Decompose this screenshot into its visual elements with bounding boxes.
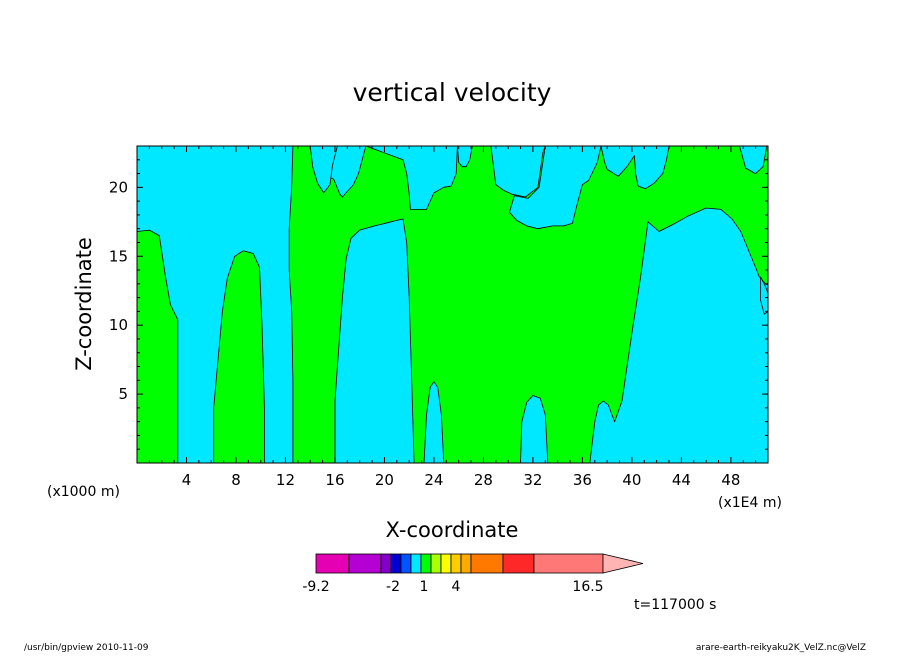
time-label: t=117000 s <box>634 597 716 613</box>
negative-region-4 <box>365 145 458 210</box>
y-axis-ticks: 5 10 15 20 <box>109 145 768 464</box>
y-tick-label: 20 <box>109 178 128 196</box>
plot-area <box>136 145 769 464</box>
colorbar-label: 1 <box>420 579 429 595</box>
x-tick-label: 28 <box>474 471 493 489</box>
x-tick-label: 44 <box>672 471 691 489</box>
y-tick-label: 5 <box>118 385 128 403</box>
colorbar-label: 16.5 <box>572 579 603 595</box>
positive-region-0 <box>136 229 179 464</box>
x-tick-label: 48 <box>721 471 740 489</box>
y-tick-label: 15 <box>109 247 128 265</box>
x-tick-label: 12 <box>276 471 295 489</box>
colorbar-box <box>400 553 412 574</box>
colorbar-box <box>390 553 402 574</box>
colorbar-box <box>470 553 504 574</box>
positive-region-2 <box>288 145 769 464</box>
x-axis-label: X-coordinate <box>386 518 519 542</box>
x-axis-ticks: 4 8 12 16 20 24 28 32 36 40 44 48 <box>136 146 769 489</box>
plot-frame <box>136 145 769 464</box>
x-tick-label: 24 <box>424 471 443 489</box>
negative-region-3 <box>309 145 338 194</box>
footer-left: /usr/bin/gpview 2010-11-09 <box>24 643 149 653</box>
colorbar-arrow <box>602 553 644 574</box>
colorbar-box <box>430 553 442 574</box>
positive-region-1 <box>213 250 265 464</box>
x-tick-label: 40 <box>622 471 641 489</box>
colorbar-box <box>450 553 462 574</box>
colorbar-box <box>315 553 350 574</box>
x-tick-label: 16 <box>325 471 344 489</box>
colorbar-box <box>460 553 472 574</box>
chart-title: vertical velocity <box>353 78 552 107</box>
colorbar-label: -2 <box>386 579 400 595</box>
y-axis-label: Z-coordinate <box>72 237 96 371</box>
colorbar-box <box>440 553 452 574</box>
x-tick-label: 32 <box>523 471 542 489</box>
colorbar-box <box>420 553 432 574</box>
footer-right: arare-earth-reikyaku2K_VelZ.nc@VelZ <box>696 643 866 653</box>
negative-region-5 <box>508 145 602 230</box>
y-tick-label: 10 <box>109 316 128 334</box>
colorbar-box <box>533 553 604 574</box>
x-tick-label: 20 <box>375 471 394 489</box>
colorbar-box <box>380 553 392 574</box>
colorbar-box <box>348 553 382 574</box>
colorbar-label: 4 <box>452 579 461 595</box>
contour-regions <box>136 145 769 464</box>
x-tick-label: 4 <box>182 471 192 489</box>
x-tick-label: 8 <box>231 471 241 489</box>
colorbar-box <box>502 553 535 574</box>
x-unit-left: (x1000 m) <box>47 484 120 500</box>
x-tick-label: 36 <box>573 471 592 489</box>
colorbar-box <box>410 553 422 574</box>
colorbar <box>315 553 644 574</box>
x-unit-right: (x1E4 m) <box>718 495 782 511</box>
colorbar-label: -9.2 <box>302 579 329 595</box>
colorbar-labels: -9.2 -2 1 4 16.5 <box>302 579 603 595</box>
